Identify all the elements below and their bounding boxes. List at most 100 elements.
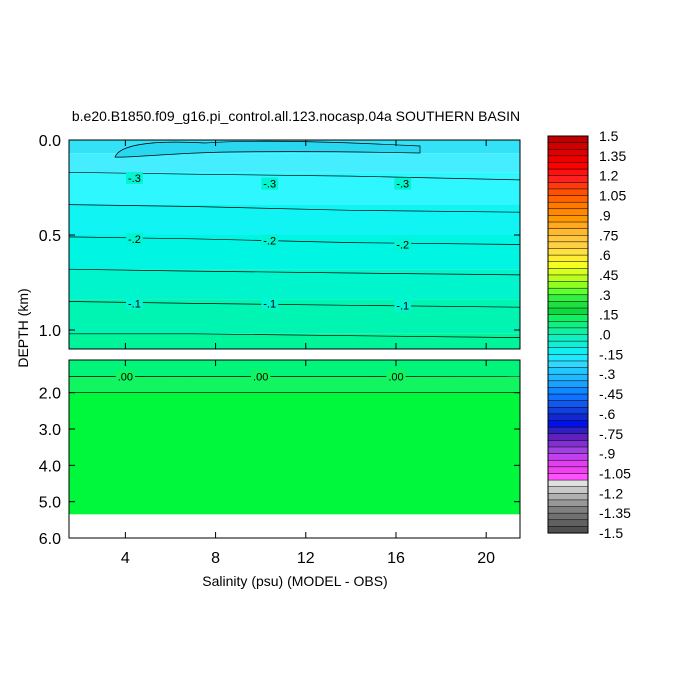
contour-band [69,392,520,515]
x-tick-label: 8 [211,550,220,567]
colorbar-label: .45 [599,267,619,283]
y-tick-label: 0.0 [39,133,61,150]
colorbar-label: -.45 [599,386,623,402]
contour-label: -.2 [263,236,276,248]
contour-band [69,235,520,270]
colorbar-swatch [547,268,589,276]
colorbar-label: .0 [599,327,611,343]
y-tick-label: 5.0 [39,495,61,512]
colorbar-swatch [547,142,589,150]
colorbar-swatch [547,347,589,355]
colorbar-swatch [547,188,589,197]
x-tick-label: 20 [477,550,495,567]
y-tick-label: 0.5 [39,228,61,245]
colorbar-swatch [547,248,589,256]
colorbar-swatch [547,235,589,243]
colorbar-label: -1.05 [599,465,631,481]
colorbar-swatch [547,393,589,402]
contour-label: -.2 [128,234,141,246]
colorbar-swatch [547,526,589,534]
colorbar-label: -.3 [599,366,616,382]
colorbar-label: -1.5 [599,525,623,541]
colorbar-swatch [547,261,589,269]
upper-panel-frame [68,139,521,350]
y-tick-label: 3.0 [39,422,61,439]
below-bottom-area [69,514,520,538]
colorbar-label: 1.05 [599,188,626,204]
colorbar-swatch [547,373,589,382]
colorbar-swatch [547,287,589,296]
y-tick-label: 6.0 [39,531,61,548]
colorbar-label: -1.35 [599,505,631,521]
colorbar-label: 1.35 [599,148,626,164]
y-tick-label: 2.0 [39,386,61,403]
contour-label-background [125,232,143,245]
contour-band [69,172,520,205]
chart-title: b.e20.B1850.f09_g16.pi_control.all.123.n… [72,108,520,124]
colorbar-swatch [547,148,589,157]
colorbar-frame [547,135,589,534]
colorbar-label: .6 [599,247,611,263]
colorbar-swatch [547,360,589,369]
contour-label: .00 [388,371,403,383]
colorbar-swatch [547,380,589,388]
colorbar-swatch [547,215,589,223]
colorbar-swatch [547,519,589,527]
contour-label-background [261,234,279,247]
colorbar-label: .75 [599,227,619,243]
contour-label: .00 [118,371,133,383]
colorbar-swatch [547,506,589,514]
contour-label-background [125,297,143,310]
colorbar-swatch [547,175,589,183]
contour-line [68,268,521,276]
colorbar-swatch [547,459,589,468]
colorbar-label: -1.2 [599,485,623,501]
colorbar-swatch [547,466,589,475]
colorbar-swatch [547,294,589,302]
surface-minimum-patch [114,140,421,158]
colorbar-swatch [547,281,589,289]
colorbar-swatch [547,473,589,481]
contour-band [69,376,520,393]
contour-band [69,360,520,377]
colorbar-swatch [547,367,589,375]
colorbar-swatch [547,512,589,521]
x-tick-label: 4 [121,550,130,567]
contour-label-background [251,370,271,383]
colorbar-swatch [547,314,589,322]
colorbar-swatch [547,440,589,448]
contour-label: -.2 [396,240,409,252]
y-axis-label: DEPTH (km) [15,288,31,367]
colorbar-label: 1.5 [599,128,619,144]
upper-panel: -.3 -.3 -.3 -.2 -.2 -.2 -.1 -.1 -.1 0.0 0.5 1.0 [39,133,521,350]
colorbar-swatch [547,387,589,395]
contour-label-background [394,177,412,190]
colorbar-swatch [547,254,589,263]
contour-band [69,153,520,173]
colorbar-swatch [547,274,589,283]
colorbar-swatch [547,162,589,170]
colorbar-swatch [547,426,589,435]
colorbar-swatch [547,228,589,236]
contour-label-background [386,370,406,383]
colorbar-swatch [547,340,589,349]
colorbar-swatch [547,208,589,216]
colorbar-swatch [547,168,589,177]
x-tick-label: 16 [387,550,405,567]
contour-label-background [261,297,279,310]
lower-panel-frame [68,359,521,539]
x-tick-label: 12 [297,550,315,567]
colorbar-swatch [547,135,589,144]
contour-label-background [394,299,412,312]
colorbar-swatch [547,354,589,362]
lower-panel: .00 .00 .00 2.0 3.0 4.0 5.0 6.0 4 8 12 16 20 [39,359,521,567]
contour-label: -.1 [396,300,409,312]
contour-label-background [125,172,143,184]
contour-label: -.1 [128,298,141,310]
contour-label-background [115,370,136,383]
contour-band [69,204,520,235]
colorbar-label: .15 [599,307,619,323]
colorbar-swatch [547,307,589,316]
colorbar-swatch [547,334,589,342]
